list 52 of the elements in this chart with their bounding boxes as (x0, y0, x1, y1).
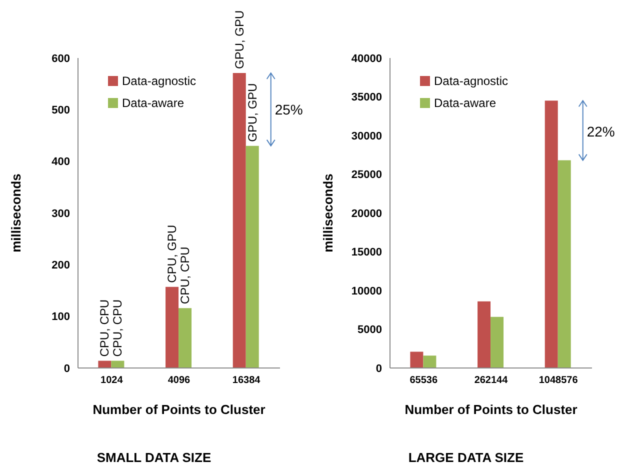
y-tick-label: 35000 (351, 92, 382, 104)
y-tick-label: 300 (52, 208, 70, 220)
bar (410, 352, 424, 368)
y-tick-label: 0 (64, 362, 70, 375)
data-label: CPU, CPU (178, 246, 192, 304)
y-axis-title: milliseconds (8, 174, 24, 252)
bar (178, 308, 192, 368)
y-tick-label: 600 (52, 52, 70, 65)
x-tick-label: 4096 (168, 375, 191, 386)
bar (558, 160, 571, 368)
y-tick-label: 400 (52, 156, 70, 168)
bar (246, 146, 259, 368)
y-tick-label: 5000 (358, 324, 382, 336)
y-axis-title: milliseconds (320, 174, 336, 252)
bar (166, 286, 179, 368)
data-label: CPU, CPU (110, 299, 125, 357)
x-tick-label: 1024 (100, 375, 124, 386)
y-tick-label: 0 (376, 362, 382, 375)
x-tick-label: 262144 (474, 375, 508, 386)
bar (478, 301, 491, 368)
data-label: CPU, GPU (165, 224, 180, 283)
bar (490, 316, 504, 368)
y-tick-label: 25000 (351, 169, 382, 182)
legend-label: Data-aware (122, 95, 184, 112)
data-label: GPU, GPU (245, 83, 260, 142)
y-tick-label: 10000 (351, 285, 382, 298)
bar (232, 72, 246, 368)
y-tick-label: 200 (52, 260, 70, 272)
bar (423, 356, 436, 368)
legend-label: Data-agnostic (122, 73, 196, 90)
y-tick-label: 40000 (351, 52, 382, 65)
x-tick-label: 16384 (232, 375, 261, 386)
y-tick-label: 500 (52, 104, 70, 117)
y-tick-label: 15000 (351, 246, 382, 259)
legend-label: Data-aware (434, 95, 496, 112)
annotation: 25% (274, 102, 303, 118)
x-tick-label: 65536 (410, 375, 438, 386)
x-axis-title: Number of Points to Cluster (92, 402, 266, 417)
data-label: CPU, CPU (98, 299, 112, 357)
data-label: GPU, GPU (232, 10, 246, 69)
bar (544, 100, 558, 368)
y-tick-label: 20000 (351, 208, 382, 220)
text: SMALL DATA SIZE (96, 450, 212, 465)
legend-label: Data-agnostic (434, 73, 508, 90)
y-tick-label: 30000 (351, 130, 382, 142)
text: LARGE DATA SIZE (407, 450, 525, 465)
y-tick-label: 100 (52, 311, 70, 324)
x-axis-title: Number of Points to Cluster (404, 402, 578, 417)
x-tick-label: 1048576 (538, 375, 578, 386)
bar (111, 360, 124, 368)
annotation: 22% (586, 124, 615, 140)
bar (98, 360, 112, 368)
